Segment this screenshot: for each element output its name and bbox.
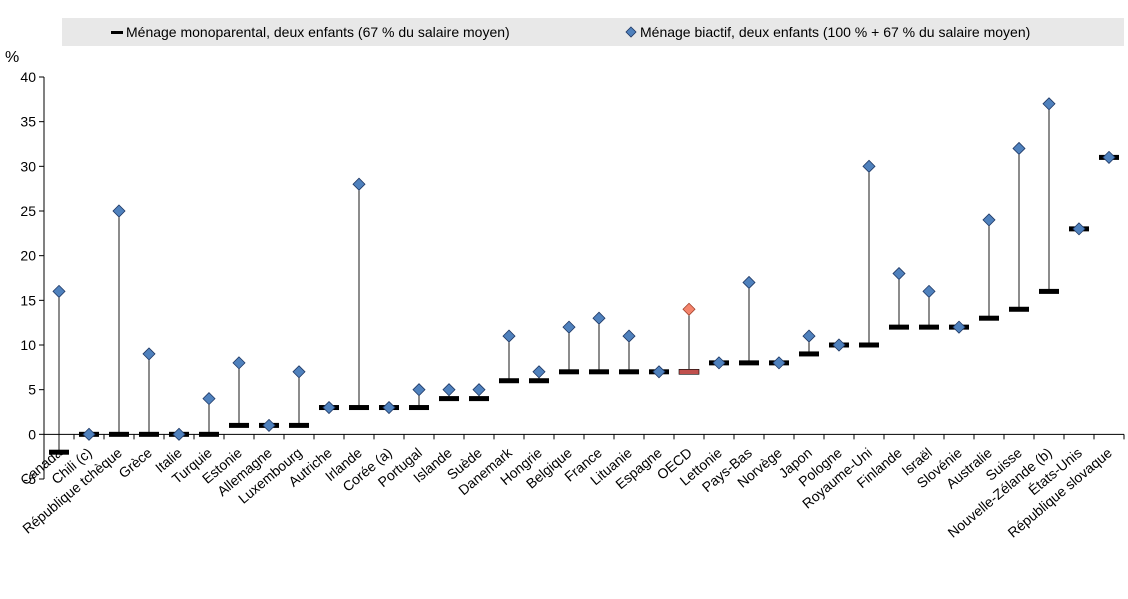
dual-earner-mark [232, 356, 246, 370]
legend-entry-single-parent: Ménage monoparental, deux enfants (67 % … [126, 24, 510, 40]
single-parent-mark [289, 422, 309, 428]
dual-earner-mark [742, 275, 756, 290]
dual-earner-mark [712, 356, 726, 370]
dual-earner-mark [82, 427, 96, 441]
dual-earner-mark [472, 383, 486, 397]
dual-earner-mark [802, 329, 816, 343]
dual-earner-mark [172, 427, 186, 441]
y-tick-label: 0 [28, 426, 36, 442]
y-tick-label: 10 [20, 337, 36, 353]
dual-earner-mark [952, 320, 966, 334]
dual-earner-mark [1012, 141, 1026, 156]
single-parent-mark [889, 324, 909, 330]
y-tick-label: 40 [20, 69, 36, 85]
dual-earner-mark [1042, 97, 1056, 111]
legend-entry-dual-earner: Ménage biactif, deux enfants (100 % + 67… [640, 24, 1030, 40]
single-parent-mark [139, 431, 159, 437]
single-parent-mark [349, 405, 369, 411]
single-parent-mark [739, 360, 759, 366]
single-parent-mark [678, 368, 700, 375]
dual-earner-mark [1102, 150, 1116, 164]
y-tick-label: 30 [20, 158, 36, 174]
y-tick-label: 35 [20, 114, 36, 130]
single-parent-mark [799, 351, 819, 357]
dual-earner-mark [592, 311, 606, 325]
dual-earner-mark [982, 213, 996, 227]
single-parent-mark [439, 396, 459, 402]
dual-earner-mark [412, 383, 426, 397]
dual-earner-mark [292, 365, 306, 379]
dual-earner-mark [892, 266, 906, 281]
single-parent-mark [499, 378, 519, 384]
legend-dash-marker [111, 31, 123, 34]
single-parent-mark [529, 378, 549, 384]
dual-earner-mark [112, 204, 126, 218]
dual-earner-mark [382, 400, 396, 415]
single-parent-mark [979, 315, 999, 321]
dual-earner-mark [352, 177, 366, 191]
dual-earner-mark [922, 284, 936, 298]
legend: Ménage monoparental, deux enfants (67 % … [62, 18, 1124, 46]
single-parent-mark [229, 422, 249, 428]
dual-earner-mark [682, 302, 696, 316]
single-parent-mark [49, 449, 69, 455]
dual-earner-mark [262, 418, 276, 432]
single-parent-mark [1009, 306, 1029, 312]
y-axis: -5 0 5 10 15 20 25 30 35 40 [20, 69, 45, 487]
dual-earner-mark [142, 347, 156, 361]
single-parent-mark [1039, 288, 1059, 294]
legend-background [62, 18, 1124, 46]
y-tick-label: 25 [20, 203, 36, 219]
y-tick-label: 5 [28, 382, 36, 398]
single-parent-mark [589, 369, 609, 375]
marks [49, 97, 1119, 455]
single-parent-mark [919, 324, 939, 330]
y-axis-unit-label: % [5, 49, 19, 66]
dual-earner-mark [622, 329, 636, 343]
dual-earner-mark [322, 400, 336, 415]
x-axis [44, 433, 1125, 440]
y-tick-label: 20 [20, 248, 36, 264]
single-parent-mark [109, 431, 129, 437]
single-parent-mark [859, 342, 879, 348]
dual-earner-mark [832, 338, 846, 352]
dual-earner-mark [502, 329, 516, 343]
single-parent-mark [619, 369, 639, 375]
single-parent-mark [559, 369, 579, 375]
y-tick-label: 15 [20, 292, 36, 308]
dual-earner-mark [202, 392, 216, 406]
single-parent-mark [199, 431, 219, 437]
dual-earner-mark [862, 159, 876, 173]
single-parent-mark [469, 396, 489, 402]
dual-earner-mark [1072, 222, 1086, 236]
category-label: Grèce [115, 444, 155, 481]
dual-earner-mark [52, 284, 66, 298]
dual-earner-mark [442, 383, 456, 397]
y-tick-label: -5 [24, 471, 37, 487]
legend-diamond-marker [625, 26, 637, 38]
single-parent-mark [409, 405, 429, 411]
dual-earner-mark [562, 320, 576, 334]
dual-earner-mark [532, 365, 546, 379]
dual-earner-mark [772, 356, 786, 370]
dual-earner-mark [652, 365, 666, 379]
